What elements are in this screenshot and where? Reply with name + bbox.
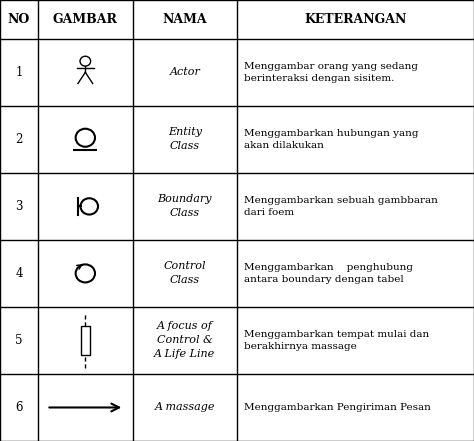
Text: 4: 4 [15, 267, 23, 280]
Text: GAMBAR: GAMBAR [53, 13, 118, 26]
Bar [81, 326, 90, 355]
Text: 3: 3 [15, 200, 23, 213]
Text: 5: 5 [15, 334, 23, 347]
Text: A focus of
Control &
A Life Line: A focus of Control & A Life Line [154, 321, 216, 359]
Text: Menggambarkan sebuah gambbaran
dari foem: Menggambarkan sebuah gambbaran dari foem [244, 196, 438, 217]
Text: A massage: A massage [155, 403, 215, 412]
Text: Menggambarkan hubungan yang
akan dilakukan: Menggambarkan hubungan yang akan dilakuk… [244, 129, 419, 150]
Text: Menggambar orang yang sedang
berinteraksi dengan sisitem.: Menggambar orang yang sedang berinteraks… [244, 62, 418, 83]
Text: 1: 1 [15, 66, 23, 79]
Text: Entity
Class: Entity Class [168, 127, 202, 151]
Text: Boundary
Class: Boundary Class [158, 194, 212, 218]
Text: Menggambarkan    penghubung
antara boundary dengan tabel: Menggambarkan penghubung antara boundary… [244, 263, 413, 284]
Text: NAMA: NAMA [163, 13, 207, 26]
Text: Menggambarkan Pengiriman Pesan: Menggambarkan Pengiriman Pesan [244, 403, 431, 412]
Text: Actor: Actor [169, 67, 201, 77]
Text: 2: 2 [15, 133, 23, 146]
Text: 6: 6 [15, 401, 23, 414]
Text: Control
Class: Control Class [164, 262, 206, 285]
Text: Menggambarkan tempat mulai dan
berakhirnya massage: Menggambarkan tempat mulai dan berakhirn… [244, 330, 429, 351]
Text: KETERANGAN: KETERANGAN [304, 13, 407, 26]
Text: NO: NO [8, 13, 30, 26]
